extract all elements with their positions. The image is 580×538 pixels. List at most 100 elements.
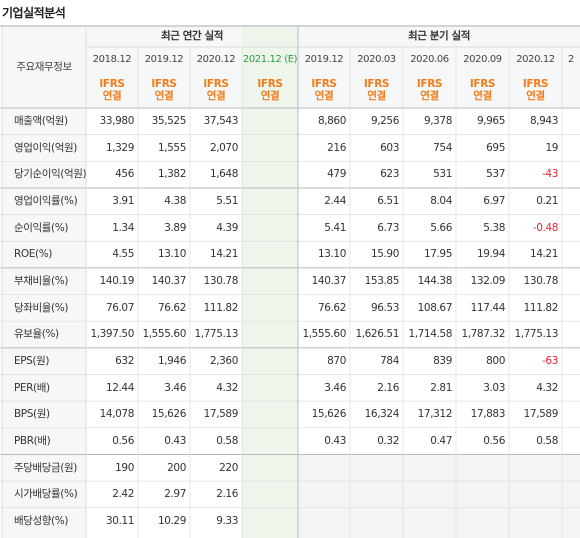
consolidated-label: 연결 (473, 90, 492, 102)
cell-value: 2,070 (209, 141, 238, 154)
row-label: PER(배) (14, 381, 50, 394)
cell-value: 33,980 (99, 115, 135, 128)
cell-value: 15.90 (370, 248, 399, 261)
cell-value: 0.58 (216, 434, 238, 447)
cell-value: 35,525 (151, 115, 187, 128)
ifrs-label: IFRS (469, 78, 496, 90)
ifrs-badge: IFRS 연결 (242, 78, 298, 104)
cell-value: 17.95 (423, 248, 452, 261)
cell-value: 14.21 (209, 248, 238, 261)
cell-value: 132.09 (470, 274, 506, 287)
cell-value: 17,883 (470, 408, 506, 421)
cell-value: 17,312 (417, 408, 453, 421)
period-header: 2020.09 (463, 53, 502, 65)
cell-value: 19.94 (476, 248, 505, 261)
cell-value: 14.21 (529, 248, 558, 261)
cell-value (403, 508, 456, 535)
cell-value: 13.10 (157, 248, 186, 261)
row-label: 부채비율(%) (14, 274, 69, 287)
cell-value: 784 (380, 354, 399, 367)
cell-value (242, 348, 298, 375)
ifrs-label: IFRS (203, 78, 229, 90)
row-label: 영업이익(억원) (14, 141, 77, 154)
cell-value: 456 (115, 168, 134, 181)
row-label: 순이익률(%) (14, 221, 69, 234)
cell-value: 537 (486, 168, 505, 181)
row-label: ROE(%) (14, 248, 52, 261)
cell-value: 1,382 (157, 168, 186, 181)
consolidated-label: 연결 (526, 90, 545, 102)
consolidated-label: 연결 (260, 90, 280, 102)
cell-value: 1,397.50 (90, 328, 134, 341)
cell-value: 1,626.51 (355, 328, 399, 341)
cell-value (403, 454, 456, 481)
cell-value: 4.32 (216, 381, 238, 394)
ifrs-label: IFRS (522, 78, 549, 90)
ifrs-badge: IFRS 연결 (138, 78, 190, 104)
cell-value: 632 (115, 354, 134, 367)
ifrs-label: IFRS (363, 78, 390, 90)
ifrs-badge: IFRS 연결 (403, 78, 456, 104)
cell-value (242, 375, 298, 402)
cell-value (242, 188, 298, 215)
cell-value: 5.51 (216, 195, 238, 207)
overflow-period-header: 2 (568, 53, 574, 65)
cell-value (242, 268, 298, 295)
cell-value: 9,378 (423, 115, 452, 128)
cell-value: 2.16 (216, 488, 238, 501)
cell-value: 220 (219, 461, 238, 474)
ifrs-label: IFRS (257, 78, 283, 90)
cell-value: 140.19 (99, 274, 135, 287)
cell-value (298, 481, 350, 508)
cell-value: 0.43 (324, 434, 346, 447)
cell-value (242, 161, 298, 188)
ifrs-label: IFRS (416, 78, 443, 90)
cell-value: 6.97 (483, 195, 505, 207)
cell-value: 2.97 (164, 488, 186, 501)
cell-value (456, 454, 509, 481)
row-label: 유보율(%) (14, 328, 59, 341)
cell-value: 12.44 (105, 381, 134, 394)
cell-value: 37,543 (203, 115, 239, 128)
row-label: 배당성향(%) (14, 514, 69, 527)
cell-value: 5.66 (430, 221, 452, 234)
cell-value (242, 401, 298, 428)
cell-value: -63 (542, 354, 558, 367)
cell-value: 603 (380, 141, 399, 154)
ifrs-label: IFRS (151, 78, 177, 90)
cell-value: 3.03 (483, 381, 505, 394)
cell-value: 190 (115, 461, 134, 474)
cell-value: 0.21 (536, 195, 558, 207)
cell-value: 9.33 (216, 514, 238, 527)
ifrs-badge: IFRS 연결 (86, 78, 138, 104)
corner-header: 주요재무정보 (16, 60, 72, 73)
cell-value: 800 (486, 354, 505, 367)
cell-value: 96.53 (370, 301, 399, 314)
cell-value (350, 481, 403, 508)
cell-value: 17,589 (203, 408, 239, 421)
cell-value: 754 (433, 141, 452, 154)
cell-value (242, 108, 298, 135)
cell-value: 144.38 (417, 274, 453, 287)
cell-value: 1,946 (157, 354, 186, 367)
cell-value (298, 454, 350, 481)
cell-value: 1.34 (112, 221, 134, 234)
cell-value: 76.62 (317, 301, 346, 314)
cell-value: 1,555.60 (142, 328, 186, 341)
cell-value (456, 508, 509, 535)
cell-value: 3.46 (164, 381, 186, 394)
period-header: 2021.12 (E) (242, 53, 298, 65)
cell-value: 19 (545, 141, 558, 154)
ifrs-label: IFRS (99, 78, 125, 90)
cell-value: 4.32 (536, 381, 558, 394)
row-label: 주당배당금(원) (14, 461, 77, 474)
cell-value: 14,078 (99, 408, 135, 421)
cell-value: 3.46 (324, 381, 346, 394)
cell-value: 1,714.58 (408, 328, 452, 341)
cell-value (298, 508, 350, 535)
cell-value: 117.44 (470, 301, 506, 314)
section-title: 기업실적분석 (2, 6, 66, 20)
cell-value: 0.56 (112, 434, 134, 447)
row-label: EPS(원) (14, 354, 50, 367)
cell-value (242, 508, 298, 535)
